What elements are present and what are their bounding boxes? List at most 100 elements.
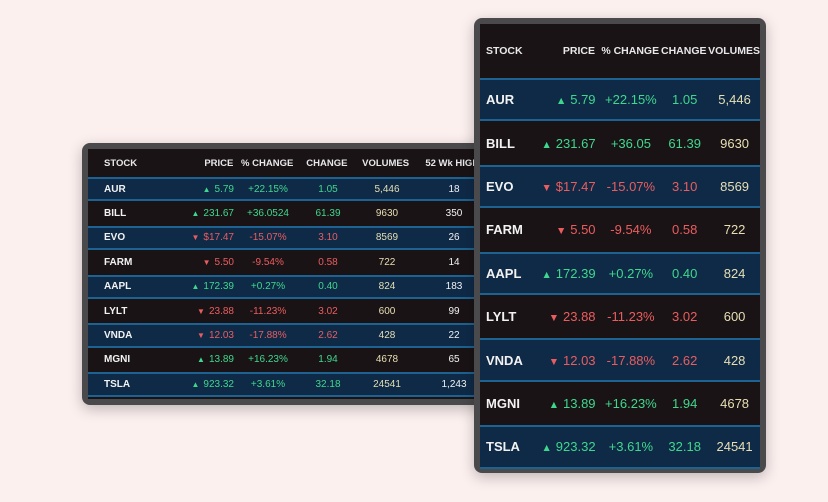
change-value: 32.18 (668, 439, 701, 455)
volume-value: 428 (723, 352, 746, 368)
price-value: 231.67 (555, 135, 596, 151)
column-header[interactable]: % CHANGE (601, 45, 660, 57)
stock-symbol: BILL (486, 135, 515, 151)
table-row[interactable]: EVO ▼ $17.47 -15.07% 3.10 8569 (480, 164, 760, 209)
triangle-up-icon: ▲ (541, 139, 552, 151)
table-row[interactable]: TSLA ▲ 923.32 +3.61% 32.18 24541 1,243 (88, 372, 512, 397)
volume-value: 824 (378, 281, 396, 293)
triangle-down-icon: ▼ (555, 226, 567, 238)
change-value: 3.10 (318, 232, 338, 244)
column-header[interactable]: STOCK (486, 45, 523, 57)
percent-change: -17.88% (606, 352, 656, 368)
column-header[interactable]: PRICE (562, 45, 596, 57)
triangle-up-icon: ▲ (191, 282, 200, 292)
triangle-down-icon: ▼ (541, 182, 552, 194)
stock-symbol: TSLA (486, 439, 520, 455)
table-row[interactable]: FARM ▼ 5.50 -9.54% 0.58 722 (480, 208, 760, 251)
52wk-high-value: 350 (445, 208, 463, 220)
volume-value: 5,446 (374, 183, 400, 195)
table-row[interactable]: LYLT ▼ 23.88 -11.23% 3.02 600 99 (88, 299, 512, 323)
percent-change: -15.07% (249, 232, 287, 244)
price-value: 231.67 (203, 208, 234, 220)
percent-change: +3.61% (250, 378, 286, 390)
table-row[interactable]: FARM ▼ 5.50 -9.54% 0.58 722 14 (88, 250, 512, 274)
price-value: 13.89 (563, 395, 596, 411)
triangle-down-icon: ▼ (191, 233, 200, 243)
stock-symbol: AUR (104, 183, 126, 195)
volume-value: 600 (378, 305, 396, 317)
price-value: 23.88 (208, 305, 234, 317)
change-value: 0.58 (318, 256, 338, 268)
column-header[interactable]: 52 Wk HIGH (425, 157, 480, 169)
price-cell: ▲ 231.67 (535, 135, 596, 151)
column-header[interactable]: CHANGE (661, 45, 707, 57)
percent-change: -11.23% (607, 309, 655, 325)
triangle-down-icon: ▼ (548, 313, 559, 325)
percent-change: +22.15% (248, 183, 288, 195)
column-header[interactable]: PRICE (204, 157, 234, 169)
table-row[interactable]: AAPL ▲ 172.39 +0.27% 0.40 824 (480, 251, 760, 295)
stock-symbol: TSLA (104, 378, 131, 390)
price-cell: ▼ 12.03 (176, 330, 234, 341)
price-value: 172.39 (203, 281, 234, 293)
table-row[interactable]: BILL ▲ 231.67 +36.0524 61.39 9630 350 (88, 201, 512, 225)
volume-value: 722 (723, 222, 746, 238)
volume-value: 8569 (720, 178, 750, 194)
column-header[interactable]: % CHANGE (241, 157, 294, 169)
table-row[interactable]: MGNI ▲ 13.89 +16.23% 1.94 4678 65 (88, 348, 512, 372)
stock-symbol: AAPL (486, 265, 522, 281)
stock-symbol: VNDA (486, 352, 523, 368)
price-value: 5.79 (570, 92, 596, 108)
change-value: 1.05 (672, 92, 698, 108)
table-body: STOCK PRICE% CHANGE CHANGE VOLUMES AUR ▲ 5.79 +… (480, 24, 760, 469)
price-cell: ▼ 5.50 (535, 222, 596, 237)
triangle-down-icon: ▼ (197, 306, 205, 316)
price-cell: ▲ 923.32 (176, 379, 234, 390)
price-value: 5.50 (570, 222, 596, 238)
column-header[interactable]: CHANGE (306, 157, 348, 169)
triangle-down-icon: ▼ (548, 356, 559, 368)
percent-change: +22.15% (605, 92, 657, 108)
table-row[interactable]: VNDA ▼ 12.03 -17.88% 2.62 428 22 (88, 323, 512, 348)
change-value: 3.10 (672, 178, 698, 194)
52wk-high-value: 183 (445, 281, 463, 293)
triangle-up-icon: ▲ (191, 379, 200, 389)
volume-value: 8569 (375, 232, 399, 244)
volume-value: 824 (723, 265, 746, 281)
table-row[interactable]: TSLA ▲ 923.32 +3.61% 32.18 24541 (480, 425, 760, 469)
stock-symbol: AUR (486, 92, 515, 108)
price-value: 5.79 (214, 183, 234, 195)
price-value: 12.03 (563, 352, 596, 368)
volume-value: 24541 (716, 439, 753, 455)
stock-symbol: EVO (104, 232, 126, 244)
table-row[interactable]: BILL ▲ 231.67 +36.05 61.39 9630 (480, 121, 760, 164)
change-value: 1.94 (672, 395, 698, 411)
table-row[interactable]: EVO ▼ $17.47 -15.07% 3.10 8569 26 (88, 225, 512, 251)
price-cell: ▲ 5.79 (535, 92, 596, 107)
percent-change: -9.54% (610, 222, 652, 238)
price-cell: ▲ 172.39 (176, 281, 234, 292)
volume-value: 5,446 (718, 92, 751, 108)
percent-change: -11.23% (249, 305, 287, 317)
price-cell: ▼ $17.47 (176, 232, 234, 243)
column-header[interactable]: VOLUMES (708, 45, 760, 57)
table-row[interactable]: MGNI ▲ 13.89 +16.23% 1.94 4678 (480, 382, 760, 425)
column-header[interactable]: VOLUMES (362, 157, 410, 169)
change-value: 3.02 (318, 305, 338, 317)
table-row[interactable]: AUR ▲ 5.79 +22.15% 1.05 5,446 18 (88, 177, 512, 202)
volume-value: 24541 (373, 378, 401, 390)
change-value: 32.18 (315, 378, 341, 390)
column-header[interactable]: STOCK (104, 157, 138, 169)
percent-change: +0.27% (250, 281, 286, 293)
percent-change: +36.05 (610, 135, 651, 151)
table-row[interactable]: AAPL ▲ 172.39 +0.27% 0.40 824 183 (88, 274, 512, 299)
triangle-up-icon: ▲ (548, 399, 559, 411)
table-row[interactable]: AUR ▲ 5.79 +22.15% 1.05 5,446 (480, 78, 760, 122)
price-cell: ▲ 5.79 (176, 184, 234, 195)
change-value: 0.58 (672, 222, 698, 238)
table-row[interactable]: VNDA ▼ 12.03 -17.88% 2.62 428 (480, 338, 760, 382)
table-row[interactable]: LYLT ▼ 23.88 -11.23% 3.02 600 (480, 295, 760, 338)
stock-symbol: BILL (104, 208, 127, 220)
triangle-up-icon: ▲ (197, 355, 205, 365)
price-value: $17.47 (203, 232, 234, 244)
